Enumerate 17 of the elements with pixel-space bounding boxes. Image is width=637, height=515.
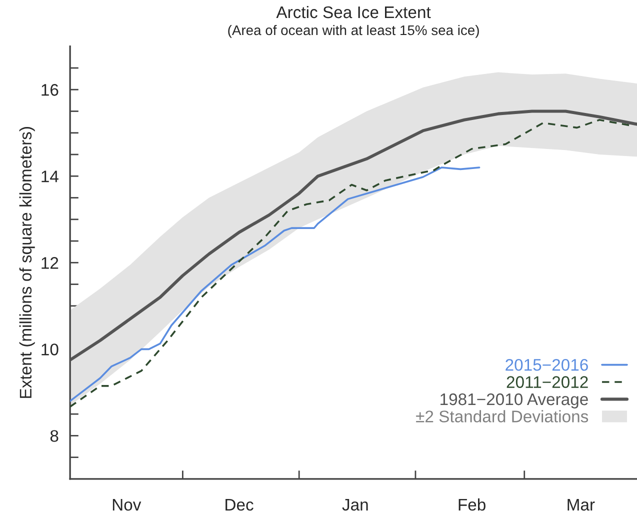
x-tick-label: Mar [568,499,595,511]
chart-subtitle: (Area of ocean with at least 15% sea ice) [228,24,479,38]
y-axis-title: Extent (millions of square kilometers) [19,127,35,398]
y-tick-label: 12 [42,257,58,269]
legend-label: 2011−2012 [506,376,588,388]
legend-label: 1981−2010 Average [440,393,588,408]
legend-label: 2015−2016 [506,358,588,371]
y-tick-label: 14 [42,170,58,182]
annotation: ±2 Standard Deviations [416,410,588,422]
x-tick-label: Dec [226,499,254,511]
y-tick-label: 8 [50,430,58,442]
chart-title: Arctic Sea Ice Extent [276,6,431,18]
x-tick-label: Nov [112,499,142,511]
y-tick-label: 10 [42,344,58,356]
x-tick-label: Jan [342,499,368,511]
y-tick-label: 16 [42,84,58,96]
x-tick-label: Feb [458,498,486,511]
